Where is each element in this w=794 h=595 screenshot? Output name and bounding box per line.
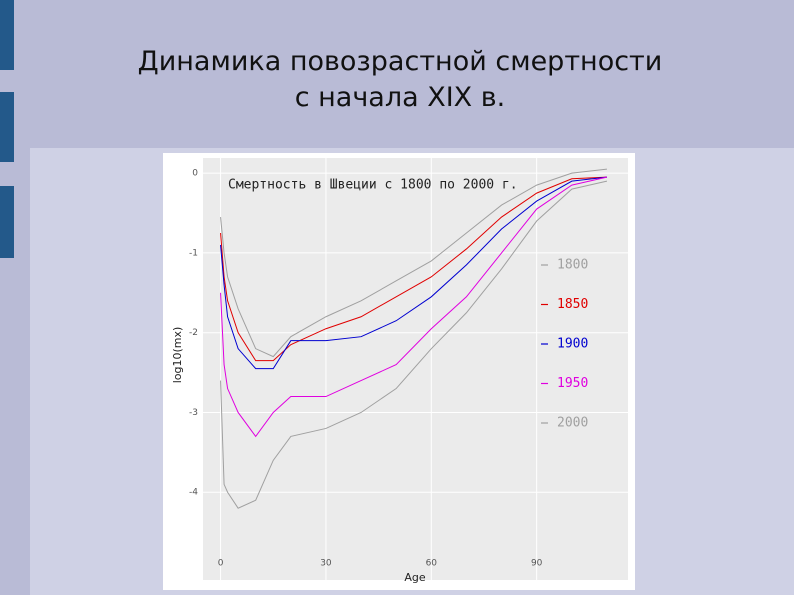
accent-bar bbox=[0, 186, 14, 258]
y-axis-label: log10(mx) bbox=[171, 327, 184, 384]
x-tick-label: 90 bbox=[531, 559, 543, 569]
x-tick-label: 30 bbox=[320, 559, 332, 569]
x-axis-label: Age bbox=[404, 571, 426, 584]
y-tick-label: -4 bbox=[189, 488, 198, 498]
lines: 1800 1850 1900 1950 2000 bbox=[220, 168, 608, 509]
legend-label: 1950 bbox=[557, 376, 588, 391]
legend-label: 1900 bbox=[557, 337, 588, 352]
slide-title: Динамика повозрастной смертности bbox=[138, 46, 663, 77]
legend-label: 2000 bbox=[557, 416, 588, 431]
y-tick-label: -1 bbox=[189, 248, 198, 258]
grid: 0 -1 -2 -3 -4 0 30 60 90 bbox=[189, 158, 628, 580]
accent-bar bbox=[0, 92, 14, 162]
y-tick-label: -3 bbox=[189, 408, 198, 418]
y-tick-label: 0 bbox=[192, 169, 198, 179]
series-line bbox=[220, 180, 608, 509]
series-line bbox=[220, 176, 608, 438]
x-tick-label: 60 bbox=[426, 559, 438, 569]
chart-title: Смертность в Швеции с 1800 по 2000 г. bbox=[228, 178, 518, 193]
y-tick-label: -2 bbox=[189, 328, 198, 338]
series-line bbox=[220, 168, 607, 358]
series-line bbox=[220, 176, 607, 370]
slide-title: с начала XIX в. bbox=[295, 82, 506, 113]
legend-label: 1850 bbox=[557, 297, 588, 312]
accent-bar bbox=[0, 0, 14, 70]
x-tick-label: 0 bbox=[218, 559, 224, 569]
plot-panel bbox=[203, 158, 628, 580]
series-line bbox=[220, 176, 607, 362]
legend-label: 1800 bbox=[557, 258, 588, 273]
